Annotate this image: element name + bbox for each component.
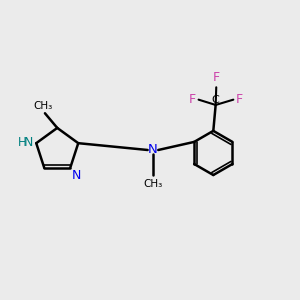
Text: CH₃: CH₃ xyxy=(34,101,53,111)
Text: F: F xyxy=(213,71,220,84)
Text: N: N xyxy=(23,136,33,149)
Text: N: N xyxy=(148,143,158,157)
Text: N: N xyxy=(72,169,81,182)
Text: F: F xyxy=(236,93,243,106)
Text: F: F xyxy=(188,93,196,106)
Text: H: H xyxy=(17,136,26,149)
Text: CH₃: CH₃ xyxy=(143,178,163,189)
Text: C: C xyxy=(212,95,220,105)
